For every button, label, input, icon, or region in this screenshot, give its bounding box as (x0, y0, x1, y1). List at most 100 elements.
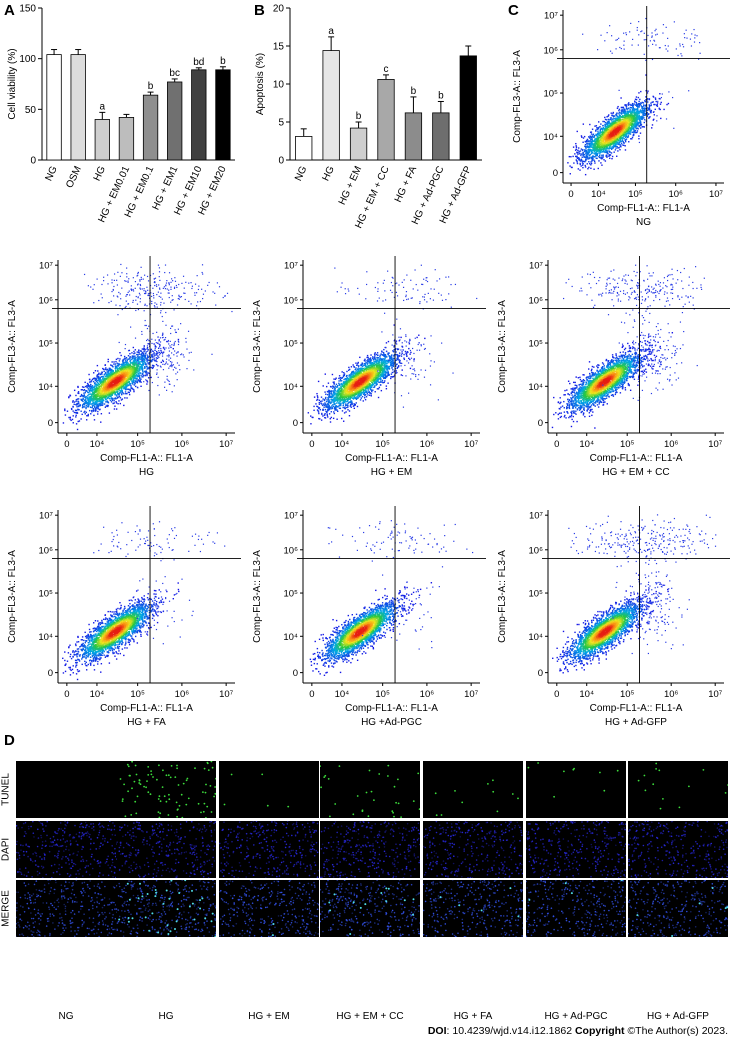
y-tick-label: 10⁶ (544, 45, 559, 56)
bar (142, 94, 159, 161)
y-tick-label: 10⁶ (39, 545, 54, 556)
category-label: NG (43, 164, 59, 182)
category-label: HG (321, 164, 337, 182)
y-tick-label: 10⁵ (38, 339, 53, 350)
x-axis-label: Comp-FL1-A:: FL1-A (100, 703, 193, 714)
microscopy-image-merge (219, 880, 319, 937)
bar (322, 50, 340, 161)
x-tick-label: 10⁶ (420, 689, 435, 700)
y-tick-label: 0 (48, 668, 53, 679)
y-tick-label: 10⁴ (283, 382, 298, 393)
category-label: HG + EM (337, 165, 364, 207)
microscopy-image-dapi (423, 821, 523, 878)
y-axis-label: Comp-FL3-A:: FL3-A (497, 550, 508, 643)
x-tick-label: 10⁵ (620, 439, 635, 450)
x-tick-label: 10⁷ (708, 439, 723, 450)
y-axis-label: Comp-FL3-A:: FL3-A (252, 550, 263, 643)
flow-events (552, 514, 717, 674)
x-tick-label: 10⁷ (219, 439, 234, 450)
y-tick-label: 0 (293, 418, 298, 429)
microscopy-image-dapi (219, 821, 319, 878)
row-label-merge: MERGE (1, 883, 12, 933)
microscopy-image-tunel (320, 761, 420, 818)
y-axis-label: Comp-FL3-A:: FL3-A (7, 300, 18, 393)
column-label: NG (16, 1011, 116, 1022)
y-tick-label: 10⁷ (529, 511, 544, 522)
y-tick-label: 10⁶ (284, 545, 299, 556)
microscopy-image-tunel (423, 761, 523, 818)
microscopy-image-merge (423, 880, 523, 937)
x-tick-label: 10⁶ (668, 189, 683, 200)
flow-events (62, 521, 226, 681)
x-tick-label: 0 (309, 689, 314, 700)
sample-label: HG + EM (371, 467, 412, 478)
column-label: HG + FA (423, 1011, 523, 1022)
y-axis-label: Comp-FL3-A:: FL3-A (7, 550, 18, 643)
column-label: HG + EM (219, 1011, 319, 1022)
x-tick-label: 10⁶ (664, 689, 679, 700)
y-tick-label: 5 (278, 118, 284, 129)
flow-events (62, 263, 233, 431)
y-tick-label: 0 (553, 168, 558, 179)
significance-label: c (384, 64, 389, 75)
y-tick-label: 150 (19, 4, 36, 15)
y-tick-label: 10⁴ (543, 132, 558, 143)
bar (295, 136, 313, 161)
y-tick-label: 10⁶ (529, 295, 544, 306)
sample-label: HG + EM + CC (602, 467, 669, 478)
x-tick-label: 10⁷ (219, 689, 234, 700)
x-tick-label: 0 (64, 689, 69, 700)
microscopy-image-tunel (628, 761, 728, 818)
y-tick-label: 0 (278, 156, 284, 167)
sample-label: HG (139, 467, 154, 478)
apoptosis-chart: 0 5 10 15 20 Apoptosis (%) NG a HG b HG + EM c HG + … (255, 4, 482, 230)
x-tick-label: 10⁴ (90, 689, 105, 700)
y-tick-label: 50 (25, 105, 37, 116)
bar (46, 54, 62, 161)
y-tick-label: 10⁴ (38, 382, 53, 393)
row-label-tunel: TUNEL (1, 764, 12, 814)
y-tick-label: 0 (48, 418, 53, 429)
doi-value: : 10.4239/wjd.v14.i12.1862 (447, 1025, 575, 1037)
y-tick-label: 0 (293, 668, 298, 679)
x-tick-label: 10⁵ (130, 439, 145, 450)
y-tick-label: 10⁷ (544, 11, 559, 22)
column-label: HG + EM + CC (320, 1011, 420, 1022)
microscopy-image-dapi (320, 821, 420, 878)
x-tick-label: 10⁴ (90, 439, 105, 450)
x-tick-label: 10⁶ (175, 689, 190, 700)
x-tick-label: 10⁵ (628, 189, 643, 200)
x-tick-label: 10⁷ (464, 689, 479, 700)
y-axis-label: Comp-FL3-A:: FL3-A (252, 300, 263, 393)
sample-label: HG + Ad-GFP (605, 717, 667, 728)
x-axis-label: Comp-FL1-A:: FL1-A (590, 453, 683, 464)
significance-label: a (100, 101, 106, 112)
bar (459, 55, 477, 161)
y-tick-label: 10⁵ (38, 589, 53, 600)
column-label: HG + Ad-PGC (526, 1011, 626, 1022)
row-label-dapi: DAPI (1, 824, 12, 874)
bar (118, 117, 135, 161)
x-tick-label: 10⁶ (420, 439, 435, 450)
flow-events (307, 264, 478, 425)
significance-label: b (438, 90, 444, 101)
panel-letter-b: B (254, 2, 265, 19)
sample-label: HG + FA (127, 717, 166, 728)
significance-label: b (148, 81, 154, 92)
significance-label: b (356, 111, 362, 122)
bar (377, 79, 395, 161)
bar (94, 119, 110, 161)
sample-label: HG +Ad-PGC (361, 717, 422, 728)
bar (215, 69, 231, 161)
microscopy-image-tunel (219, 761, 319, 818)
y-tick-label: 10⁷ (39, 511, 54, 522)
microscopy-image-dapi (628, 821, 728, 878)
y-tick-label: 0 (538, 668, 543, 679)
x-axis-label: Comp-FL1-A:: FL1-A (345, 703, 438, 714)
bar (349, 127, 368, 161)
x-tick-label: 10⁷ (464, 439, 479, 450)
